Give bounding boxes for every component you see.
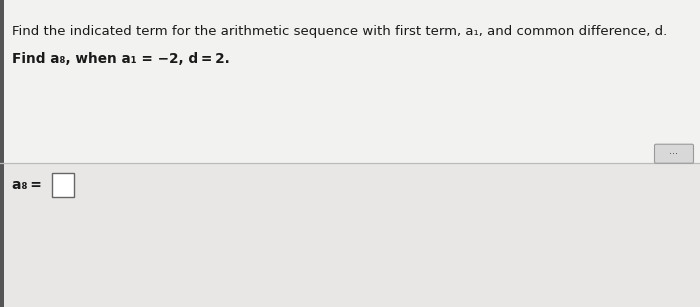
Text: Find the indicated term for the arithmetic sequence with first term, a₁, and com: Find the indicated term for the arithmet… [12, 25, 667, 38]
Bar [0, 163, 700, 307]
FancyBboxPatch shape [654, 144, 694, 163]
Bar [52, 173, 74, 197]
Text: ···: ··· [669, 149, 678, 159]
Text: a₈ =: a₈ = [12, 178, 42, 192]
Bar [0, 0, 700, 163]
Bar [0, 0, 4, 307]
Text: Find a₈, when a₁ = −2, d = 2.: Find a₈, when a₁ = −2, d = 2. [12, 52, 230, 66]
